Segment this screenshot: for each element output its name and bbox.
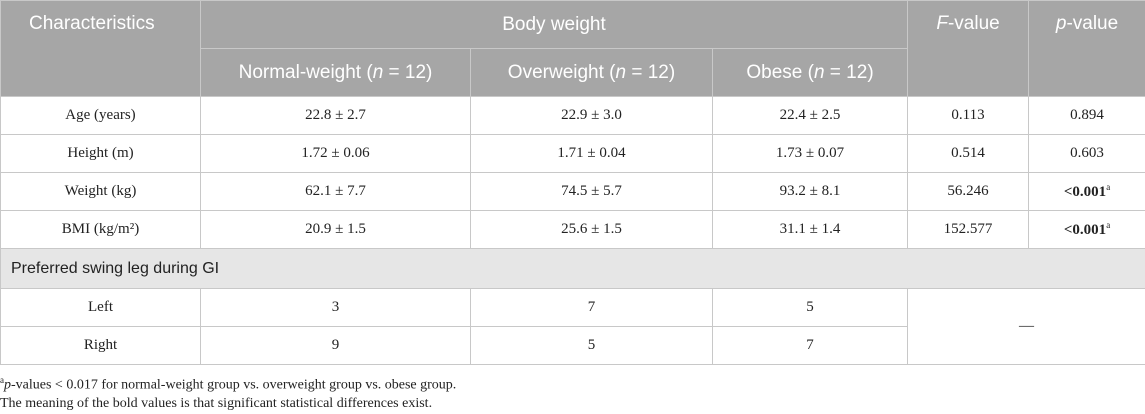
table-body: Age (years) 22.8 ± 2.7 22.9 ± 3.0 22.4 ± 2.… [0,96,1145,365]
table: Characteristics Body weight F-value p-va… [0,0,1145,365]
cell: BMI (kg/m²) [0,210,201,249]
cell: 5 [711,288,909,327]
cell: 1.72 ± 0.06 [200,134,471,173]
italic: p [1055,13,1067,34]
section-row: Preferred swing leg during GI [0,248,1145,289]
italic: n [372,61,384,83]
cell: 22.9 ± 3.0 [470,96,713,135]
section: Preferred swing leg during GI [0,248,1145,289]
cell: <0.001a [1028,172,1145,211]
text: -value [1066,13,1119,34]
cell: 0.894 [1028,96,1145,135]
cell: Height (m) [0,134,201,173]
cell: 5 [470,326,713,365]
cell: 7 [711,326,909,365]
cell: 22.8 ± 2.7 [200,96,471,135]
header-cell: Obese (n = 12) [711,48,909,97]
cell: 20.9 ± 1.5 [200,210,471,249]
header-row: Normal-weight (n = 12) Overweight (n = 12… [1,48,1145,97]
cell: 0.603 [1028,134,1145,173]
header-cell: p-value [1028,0,1145,97]
header-cell: Body weight [199,0,909,49]
cell: 1.71 ± 0.04 [470,134,713,173]
header-cell: Overweight (n = 12) [470,48,713,97]
cell: 62.1 ± 7.7 [200,172,471,211]
text: = 12) [626,61,676,83]
text: Obese ( [746,61,814,83]
cell: 74.5 ± 5.7 [470,172,713,211]
row: Height (m) 1.72 ± 0.06 1.71 ± 0.04 1.73 ± 0… [0,134,1145,173]
cell: <0.001a [1028,210,1145,249]
sup: a [1106,220,1111,230]
cell: 3 [200,288,471,327]
italic: n [615,61,627,83]
row: Left 3 7 5— [0,288,1145,365]
header-cell: Normal-weight (n = 12) [200,48,471,97]
cell: 0.514 [907,134,1030,173]
text: Overweight ( [507,61,616,83]
cell: Weight (kg) [0,172,201,211]
bold: <0.001 [1063,184,1107,200]
cell: Age (years) [0,96,201,135]
italic: p [4,377,11,393]
text: -value [947,13,1000,34]
cell: Left [0,288,201,327]
cell: 1.73 ± 0.07 [711,134,909,173]
table-header: Characteristics Body weight F-value p-va… [0,0,1145,97]
cell: 93.2 ± 8.1 [711,172,909,211]
cell: 56.246 [907,172,1030,211]
cell: 25.6 ± 1.5 [470,210,713,249]
italic: F [936,13,948,34]
text: = 12) [383,61,433,83]
cell: 22.4 ± 2.5 [711,96,909,135]
row: Right 9 5 7 [0,326,1145,365]
header-cell: F-value [907,0,1030,97]
sup: a [1106,182,1111,192]
footnote: ap-values < 0.017 for normal-weight grou… [0,375,456,394]
text: = 12) [824,61,874,83]
text: -values < 0.017 for normal-weight group … [11,377,457,393]
row: Age (years) 22.8 ± 2.7 22.9 ± 3.0 22.4 ± 2.… [0,96,1145,135]
bold: <0.001 [1063,222,1107,238]
sup: a [0,375,4,385]
row: Weight (kg) 62.1 ± 7.7 74.5 ± 5.7 93.2 ± 8.… [0,172,1145,211]
cell: Right [0,326,201,365]
cell: — [907,288,1145,365]
italic: n [813,61,825,83]
cell: 152.577 [907,210,1030,249]
cell: 0.113 [907,96,1030,135]
text: Normal-weight ( [238,61,373,83]
cell: 7 [470,288,713,327]
row: BMI (kg/m²) 20.9 ± 1.5 25.6 ± 1.5 31.1 ± 1.… [0,210,1145,249]
header-cell: Characteristics [0,0,201,97]
footnote: The meaning of the bold values is that s… [0,396,433,411]
cell: 31.1 ± 1.4 [711,210,909,249]
header-row: Characteristics Body weight F-value p-va… [0,0,1145,97]
cell: 9 [200,326,471,365]
